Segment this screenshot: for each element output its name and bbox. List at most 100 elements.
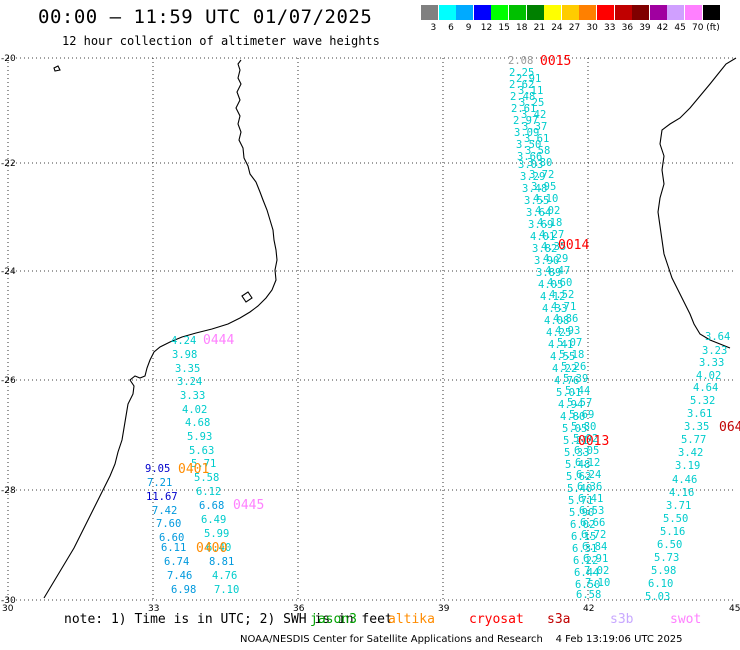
legend-swatch	[649, 5, 667, 20]
swh-value: 4.64	[693, 382, 718, 394]
swh-value: 6.66	[580, 517, 605, 529]
legend-swatch	[614, 5, 632, 20]
swh-value: 5.48	[565, 459, 590, 471]
swh-value: 6.50	[575, 579, 600, 591]
swh-value: 2.91	[516, 73, 541, 85]
swh-value: 6.02	[570, 519, 595, 531]
lat-tick-label: -30	[1, 596, 16, 606]
swh-value: 3.58	[525, 145, 550, 157]
swh-value: 4.25	[546, 327, 571, 339]
swh-value: 6.58	[576, 589, 601, 601]
legend-label: 24	[551, 23, 563, 33]
swh-value: 8.81	[209, 556, 234, 568]
track-east: 3.64 3.233.334.024.645.323.613.355.773.42…	[645, 331, 730, 603]
swh-value: 3.55	[524, 195, 549, 207]
legend-label: 45	[674, 23, 686, 33]
swh-value: 6.40	[206, 542, 231, 554]
swh-value: 7.60	[156, 518, 181, 530]
legend-swatch	[438, 5, 456, 20]
swh-value: 3.61	[687, 408, 712, 420]
swh-value: 6.36	[577, 481, 602, 493]
swh-value: 2.97	[513, 115, 538, 127]
swh-value: 3.24	[177, 376, 202, 388]
swh-value: 3.61	[524, 133, 549, 145]
madagascar-coastline	[657, 57, 737, 349]
legend-label: 39	[639, 23, 651, 33]
swh-value: 4.41	[548, 339, 573, 351]
swh-value: 4.24	[171, 335, 196, 347]
swh-value: 6.98	[171, 584, 196, 596]
swh-value: 3.50	[516, 139, 541, 151]
swh-value: 5.05	[562, 423, 587, 435]
swh-value: 5.01	[556, 387, 581, 399]
legend-label: 42	[656, 23, 669, 33]
swh-value: 4.80	[560, 411, 585, 423]
swh-value: 7.46	[167, 570, 192, 582]
swh-value: 4.33	[542, 303, 567, 315]
lat-tick-label: -26	[1, 376, 16, 386]
swh-value: 5.71	[568, 495, 593, 507]
swh-value: 4.76	[554, 375, 579, 387]
swh-value: 3.98	[172, 349, 197, 361]
swh-value: 5.80	[571, 421, 596, 433]
swh-value: 3.33	[699, 357, 724, 369]
swh-value: 6.22	[573, 555, 598, 567]
legend-label: 15	[498, 23, 510, 33]
legend-swatch	[491, 5, 509, 20]
satellite-label-cryosat: cryosat	[469, 612, 524, 627]
track-west: 4.24 3.98 3.353.24 3.33 4.024.68 5.93 5.635.71…	[145, 335, 239, 596]
swh-value: 7.42	[152, 505, 177, 517]
legend-swatch	[667, 5, 685, 20]
swh-value: 6.05	[574, 445, 599, 457]
legend-swatch	[509, 5, 526, 20]
swh-value: 5.07	[557, 337, 582, 349]
swh-value: 11.67	[146, 491, 178, 503]
satellite-label-swot: swot	[670, 612, 702, 627]
swh-value: 4.02	[535, 205, 560, 217]
swh-value: 3.69	[528, 219, 553, 231]
lon-tick-label: 42	[583, 604, 594, 614]
swh-value: 4.55	[550, 351, 575, 363]
swh-value: 3.29	[520, 171, 545, 183]
swh-value: 6.12	[196, 486, 221, 498]
pass-time-label: 0013	[578, 434, 609, 449]
swh-value: 5.33	[564, 447, 589, 459]
swh-value: 3.35	[175, 363, 200, 375]
swh-value: 5.39	[563, 373, 588, 385]
island-speck	[53, 65, 61, 72]
swh-value: 6.41	[578, 493, 603, 505]
legend-swatch	[473, 5, 491, 20]
swh-value: 5.57	[567, 397, 592, 409]
swh-value: 4.10	[533, 193, 558, 205]
pass-time-label: 0014	[558, 238, 589, 253]
swh-value: 4.35	[541, 241, 566, 253]
swh-value: 2.61	[511, 103, 536, 115]
swh-value: 4.76	[212, 570, 237, 582]
swh-value: 4.02	[182, 404, 207, 416]
swh-value: 4.52	[549, 289, 574, 301]
swh-value: 5.40	[567, 483, 592, 495]
credit-line: NOAA/NESDIS Center for Satellite Applica…	[240, 634, 683, 645]
legend-label: 12	[480, 23, 493, 33]
swh-value: 3.82	[532, 243, 557, 255]
swh-value: 3.90	[534, 255, 559, 267]
legend-label: 36	[621, 23, 634, 33]
satellite-label-altika: altika	[388, 612, 435, 627]
legend-label: 27	[568, 23, 581, 33]
legend-unit: (ft)	[706, 23, 720, 33]
swh-value: 6.60	[159, 532, 184, 544]
lat-tick-label: -20	[1, 54, 16, 64]
legend-swatch	[544, 5, 562, 20]
swh-value: 2.08	[508, 55, 533, 67]
swh-value: 9.05	[145, 463, 170, 475]
swh-value: 5.58	[194, 472, 219, 484]
swh-value: 4.02	[696, 370, 721, 382]
lat-lon-grid	[7, 57, 734, 601]
swh-value: 2.25	[509, 67, 534, 79]
swh-value: 7.10	[214, 584, 239, 596]
swh-value: 4.68	[185, 417, 210, 429]
swh-value: 5.44	[565, 385, 590, 397]
swh-value: 7.10	[585, 577, 610, 589]
lon-tick-label: 33	[148, 604, 159, 614]
satellite-label-s3a: s3a	[547, 612, 571, 627]
